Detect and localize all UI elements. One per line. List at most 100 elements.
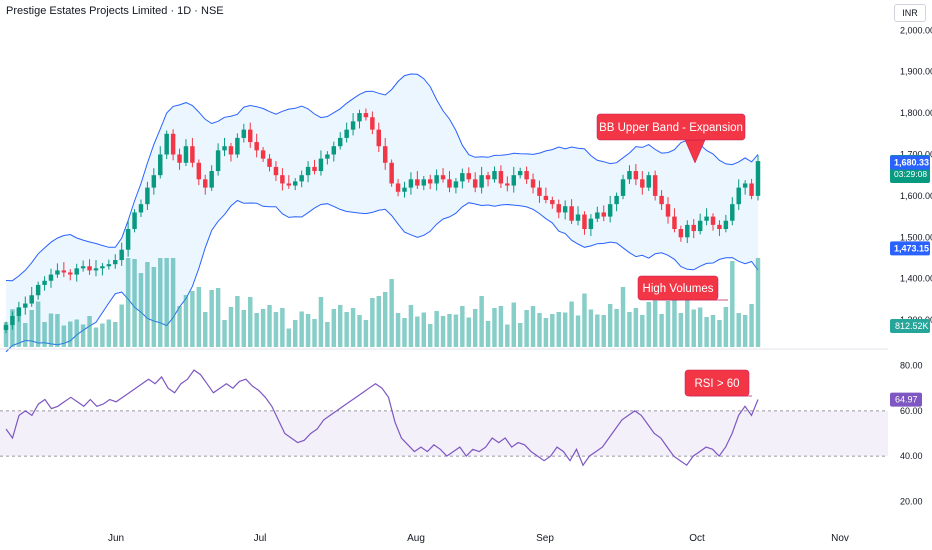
candle [408,179,414,188]
candle [10,315,15,326]
candle [595,212,600,219]
volume-bar [23,323,28,347]
candle [652,175,658,196]
volume-bar [460,306,465,347]
volume-bar [543,318,549,347]
volume-bar [447,314,452,347]
volume-bar [344,312,349,347]
volume-bar [106,319,112,347]
volume-bar [492,308,497,347]
candle [35,284,41,296]
rsi-tick-label: 20.00 [900,496,923,506]
annotations: BB Upper Band - Expansion High Volumes RSI… [596,113,752,397]
candle [132,212,137,230]
volume-bar [100,323,105,347]
candle [145,187,150,205]
candle [48,274,54,281]
candle [569,206,574,221]
candle [370,117,375,130]
volume-bar [627,312,632,347]
rsi-tick-label: 80.00 [900,361,923,371]
volume-bar [228,307,234,347]
candle [106,264,112,267]
candle [614,195,619,205]
volume-bar [48,313,54,347]
candle [749,183,754,196]
time-tick-label: Jul [254,533,267,544]
rsi-tick-label: 40.00 [900,451,923,461]
time-tick-label: Jun [108,533,124,544]
volume-bar [177,306,182,347]
volume-bar [704,317,709,347]
candle [80,266,86,269]
candle [736,187,741,205]
volume-bar [582,293,587,347]
volume-bar [415,316,420,347]
volume-bar [151,267,157,347]
candle [55,270,60,275]
volume-bar [305,314,311,347]
volume-bar [331,309,337,347]
bollinger-lower-line [5,199,759,353]
volume-bar [646,302,651,347]
volume-bar [749,304,754,347]
candle [305,166,311,176]
volume-bar [453,314,459,347]
volume-bar [691,309,696,347]
volume-bar [209,290,214,347]
candle [691,224,696,232]
volume-bar [248,297,253,347]
candle [415,179,420,186]
volume-bar [337,305,343,347]
candle [196,162,202,180]
bollinger-fill [6,74,758,352]
volume-bar [376,296,382,347]
candle [427,179,433,184]
candle [318,158,324,172]
candle [460,173,465,182]
candle [640,179,645,188]
bb-expansion-callout-label: BB Upper Band - Expansion [599,122,743,134]
volume-bar [363,320,369,347]
currency-button[interactable]: INR [894,4,926,22]
rsi-line [5,369,759,467]
candle [402,187,407,192]
volume-bar [203,312,208,347]
volume-bar [87,316,92,347]
candle [215,150,221,172]
candle [158,154,163,176]
volume-bar [665,301,671,347]
volume-bar [524,310,529,347]
candle [659,195,664,205]
candle [575,214,581,221]
candle [517,171,523,176]
volume-bar [113,322,118,347]
volume-bar [472,309,478,347]
countdown-label: 03:29:08 [894,169,927,179]
time-tick-label: Sep [536,533,554,544]
volume-bar [350,308,356,347]
volume-bar [717,320,722,347]
candle [273,166,279,176]
candle [203,179,208,188]
candle [241,129,247,138]
candle [453,181,459,188]
volume-bar [678,313,684,347]
candle [164,133,169,155]
volume-bar [158,258,163,347]
candle [556,204,561,213]
volume-bar [16,307,22,347]
volume-bar [620,287,626,347]
candle [395,183,401,192]
candle [113,260,118,265]
volume-bar [125,258,131,347]
volume-bar [517,323,523,347]
price-tick-label: 1,500.00 [900,232,932,242]
candle [742,183,748,188]
volume-bar [402,318,407,347]
volume-bar [595,314,600,347]
volume-bar [80,324,86,347]
candle [280,175,285,184]
volume-bar [607,304,613,347]
